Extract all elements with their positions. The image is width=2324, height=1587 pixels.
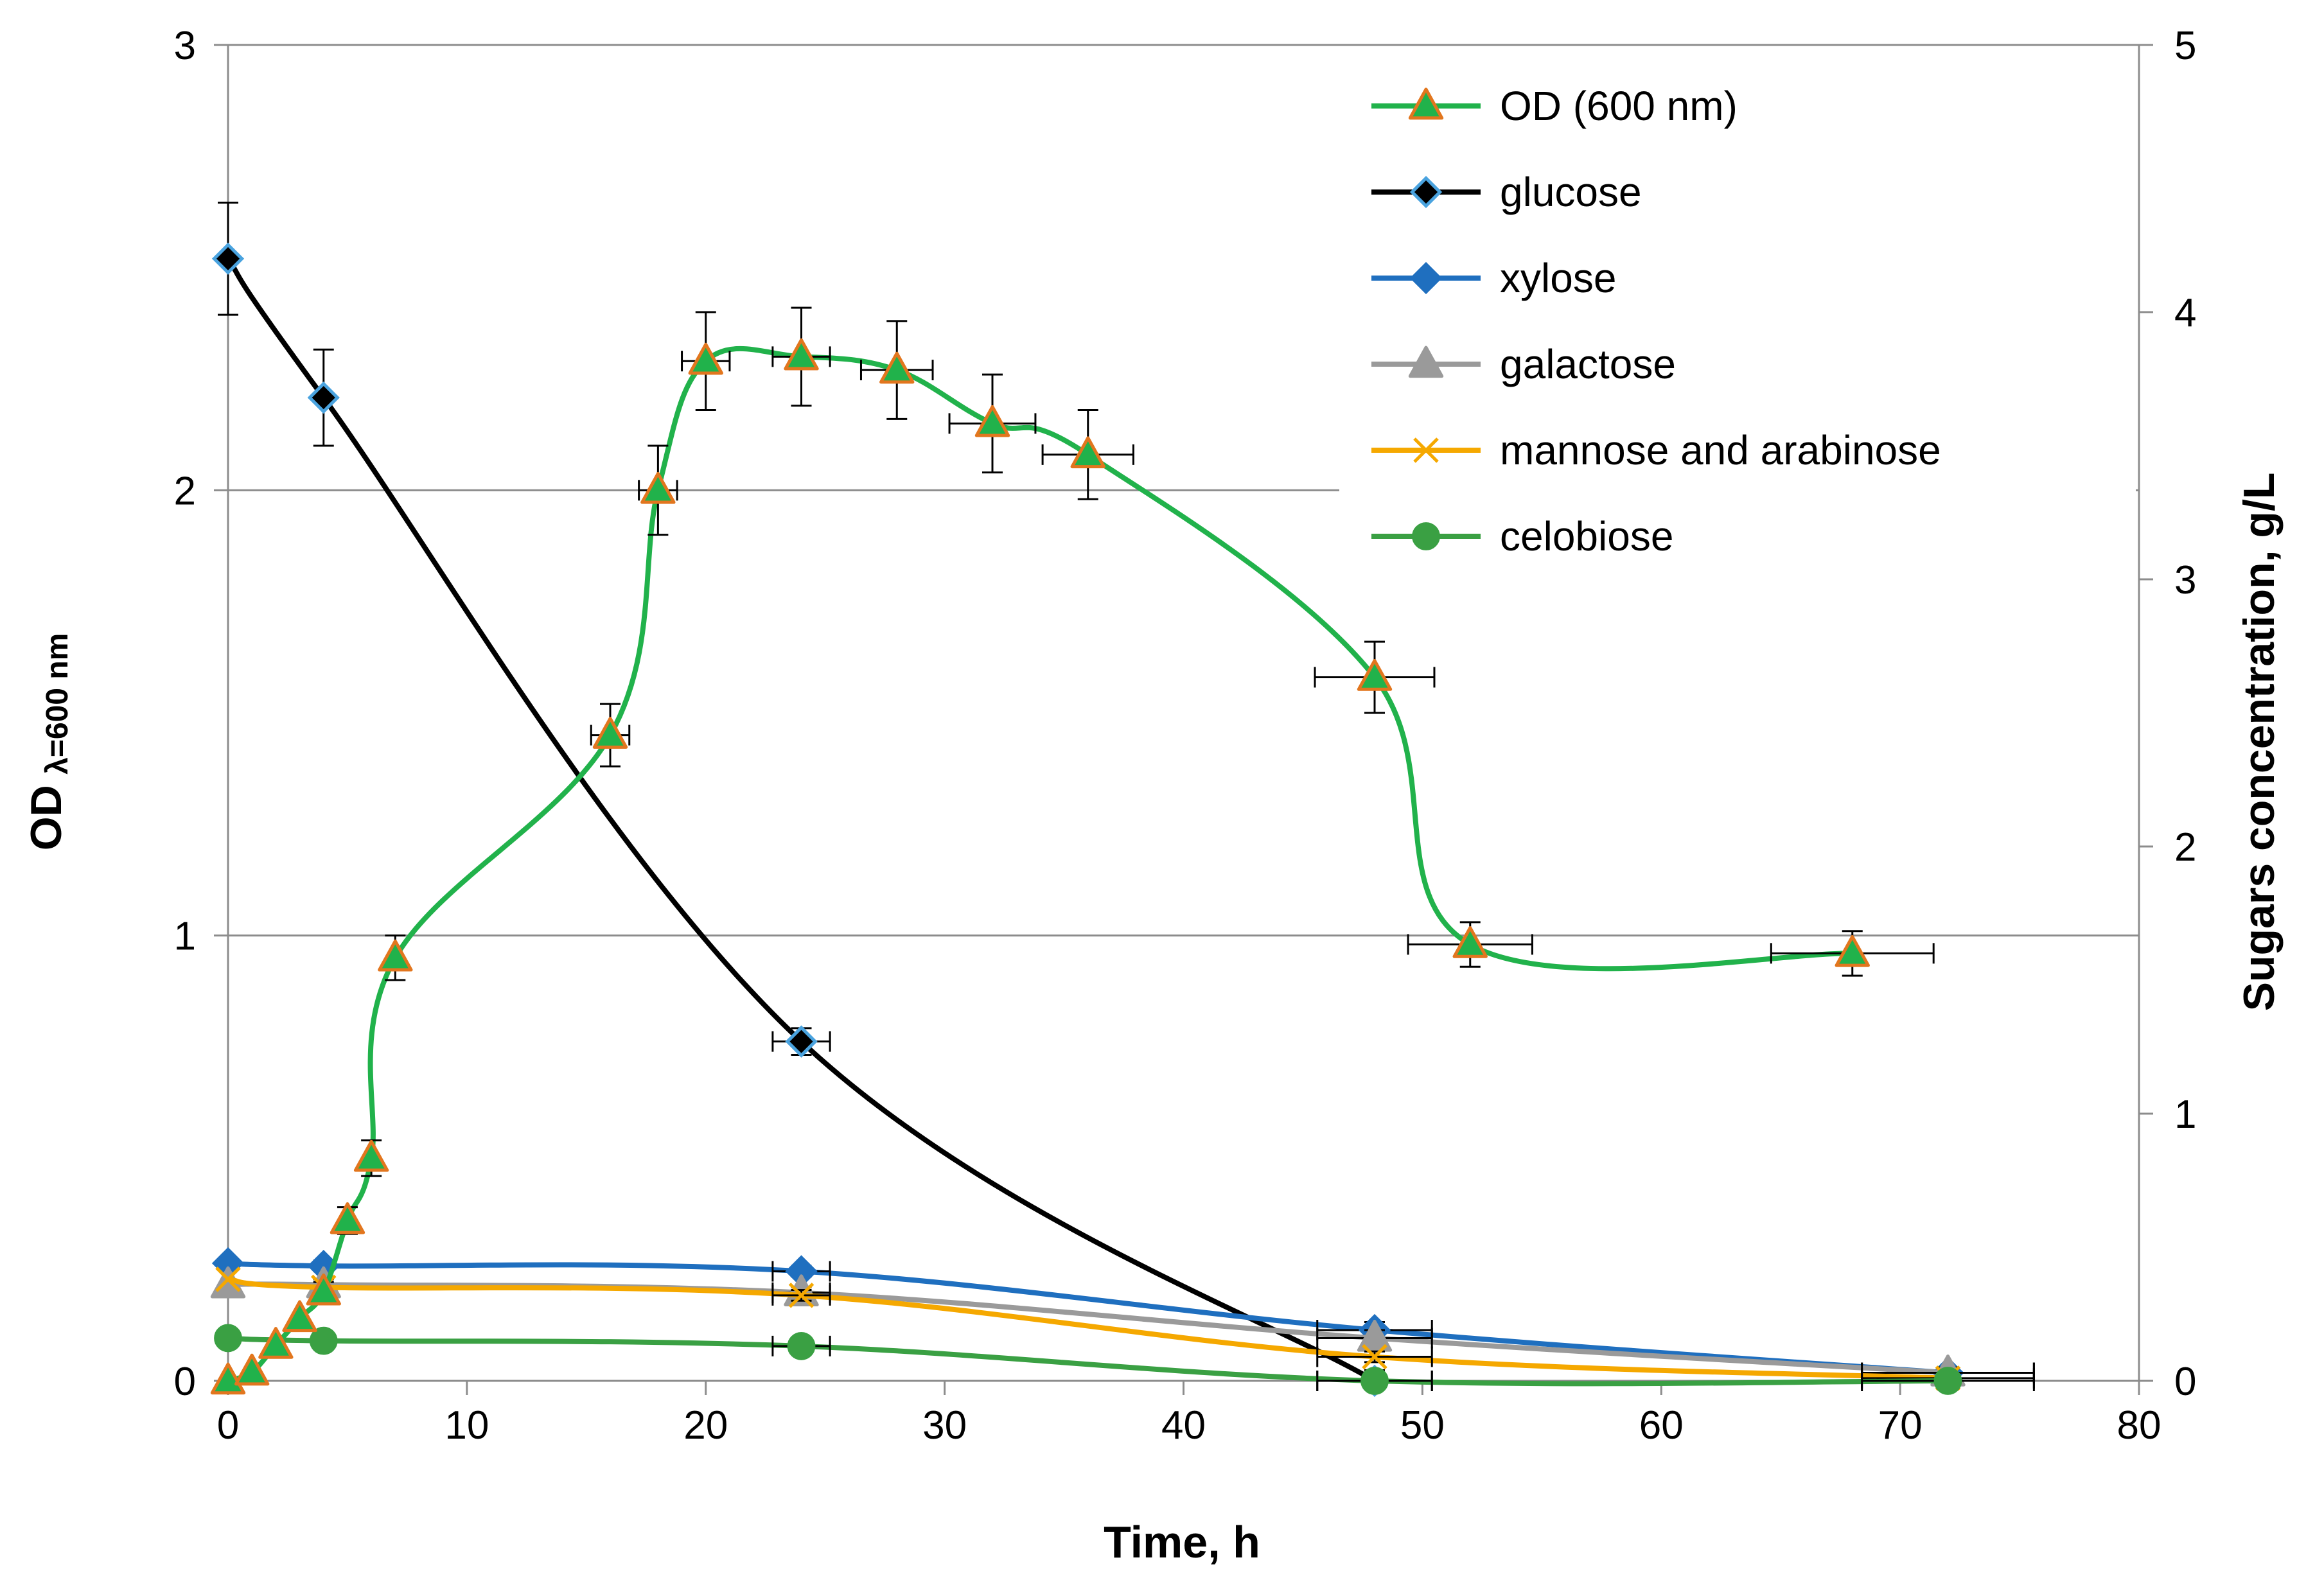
data-point-0-1 bbox=[234, 1353, 270, 1386]
right-y-tick-label-0: 0 bbox=[2174, 1360, 2196, 1404]
legend-marker-1 bbox=[1409, 175, 1443, 209]
data-point-5-3 bbox=[1360, 1367, 1389, 1395]
data-point-0-7 bbox=[378, 939, 413, 972]
right-y-axis-label: Sugars concentration, g/L bbox=[2235, 473, 2284, 1012]
x-tick-label-7: 70 bbox=[1878, 1403, 1923, 1448]
data-point-4-2 bbox=[788, 1283, 814, 1308]
data-point-0-8 bbox=[592, 717, 628, 749]
series-5 bbox=[214, 1324, 2035, 1395]
legend-entry-2: xylose bbox=[1371, 255, 1616, 301]
legend-marker-3 bbox=[1408, 346, 1444, 378]
legend-entry-5: celobiose bbox=[1371, 513, 1673, 559]
legend-entry-4: mannose and arabinose bbox=[1371, 427, 1941, 473]
data-point-0-5 bbox=[330, 1202, 365, 1234]
x-tick-label-2: 20 bbox=[683, 1403, 728, 1448]
data-point-1-2 bbox=[785, 1025, 818, 1058]
legend-marker-4 bbox=[1413, 437, 1439, 463]
data-point-0-13 bbox=[974, 405, 1010, 437]
legend-background bbox=[1339, 61, 2136, 588]
left-y-tick-label-1: 1 bbox=[174, 915, 196, 959]
data-point-0-14 bbox=[1070, 436, 1105, 469]
data-point-1-1 bbox=[307, 381, 340, 414]
legend-label-3: galactose bbox=[1500, 341, 1676, 387]
data-point-0-4 bbox=[306, 1273, 341, 1306]
data-point-0-0 bbox=[210, 1362, 246, 1395]
legend-label-5: celobiose bbox=[1500, 513, 1673, 559]
x-tick-label-4: 40 bbox=[1161, 1403, 1206, 1448]
left-y-axis-label-sub: λ=600 nm bbox=[40, 633, 75, 775]
x-tick-label-1: 10 bbox=[445, 1403, 489, 1448]
data-point-1-0 bbox=[211, 242, 245, 275]
data-point-3-3 bbox=[1357, 1319, 1393, 1352]
series-line-1 bbox=[225, 256, 1377, 1383]
left-y-tick-label-0: 0 bbox=[174, 1360, 196, 1404]
data-point-0-2 bbox=[258, 1327, 294, 1359]
data-point-5-2 bbox=[787, 1332, 816, 1360]
right-y-tick-label-2: 2 bbox=[2174, 825, 2196, 870]
right-y-tick-label-4: 4 bbox=[2174, 291, 2196, 335]
legend-marker-2 bbox=[1409, 261, 1443, 295]
series-0 bbox=[210, 306, 1935, 1395]
data-point-0-9 bbox=[640, 471, 676, 504]
legend-entry-0: OD (600 nm) bbox=[1371, 83, 1738, 129]
legend-label-0: OD (600 nm) bbox=[1500, 83, 1738, 129]
x-tick-label-0: 0 bbox=[217, 1403, 239, 1448]
legend-marker-0 bbox=[1408, 87, 1444, 120]
legend-marker-5 bbox=[1412, 522, 1440, 550]
data-point-0-6 bbox=[353, 1139, 389, 1172]
right-y-tick-label-3: 3 bbox=[2174, 558, 2196, 602]
data-point-5-4 bbox=[1933, 1367, 1962, 1395]
series-line-0 bbox=[225, 346, 1855, 1383]
data-point-0-10 bbox=[688, 342, 723, 375]
data-point-0-3 bbox=[282, 1300, 317, 1333]
left-y-axis-label: OD λ=600 nm bbox=[22, 633, 75, 851]
x-tick-label-3: 30 bbox=[922, 1403, 967, 1448]
right-y-tick-label-1: 1 bbox=[2174, 1092, 2196, 1137]
legend: OD (600 nm) glucose xylose galactose mannose… bbox=[1371, 83, 1941, 559]
legend-entry-3: galactose bbox=[1371, 341, 1676, 387]
data-point-5-1 bbox=[309, 1326, 338, 1355]
data-point-0-12 bbox=[879, 351, 915, 384]
left-y-tick-label-3: 3 bbox=[174, 24, 196, 68]
x-tick-label-5: 50 bbox=[1400, 1403, 1445, 1448]
legend-label-2: xylose bbox=[1500, 255, 1616, 301]
legend-entry-1: glucose bbox=[1371, 169, 1642, 215]
data-point-4-0 bbox=[215, 1267, 241, 1292]
data-point-0-16 bbox=[1452, 926, 1488, 958]
legend-label-4: mannose and arabinose bbox=[1500, 427, 1941, 473]
right-y-tick-label-5: 5 bbox=[2174, 24, 2196, 68]
data-point-0-15 bbox=[1357, 659, 1393, 691]
x-tick-label-8: 80 bbox=[2117, 1403, 2161, 1448]
data-series bbox=[210, 201, 2035, 1398]
left-y-axis-label-main: OD bbox=[22, 785, 71, 850]
data-point-0-17 bbox=[1835, 934, 1870, 967]
x-tick-label-6: 60 bbox=[1639, 1403, 1684, 1448]
data-point-5-0 bbox=[214, 1324, 242, 1353]
data-point-0-11 bbox=[784, 338, 819, 371]
data-point-4-3 bbox=[1362, 1344, 1387, 1370]
x-axis-label: Time, h bbox=[1104, 1517, 1260, 1567]
left-y-tick-label-2: 2 bbox=[174, 469, 196, 513]
legend-label-1: glucose bbox=[1500, 169, 1642, 215]
